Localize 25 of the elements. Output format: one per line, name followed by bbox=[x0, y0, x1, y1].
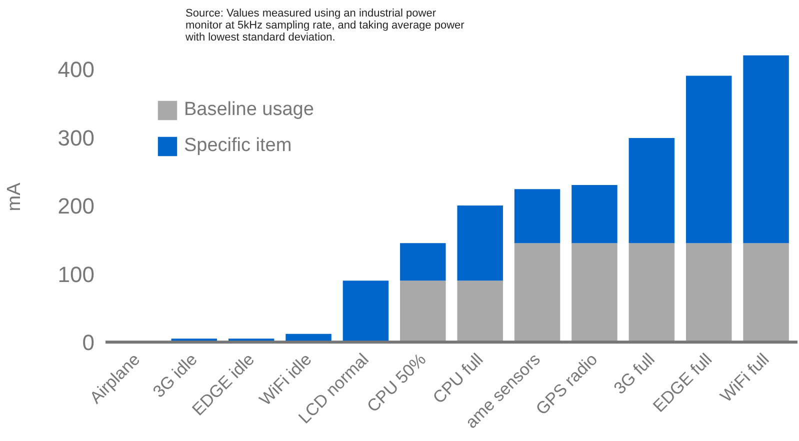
bar bbox=[686, 243, 732, 342]
bar bbox=[628, 138, 675, 244]
bar bbox=[514, 243, 560, 342]
bar bbox=[457, 280, 503, 342]
bar bbox=[400, 280, 446, 342]
bar bbox=[572, 185, 618, 244]
bar bbox=[743, 243, 789, 342]
legend-label: Specific item bbox=[184, 135, 292, 157]
y-tick-label: 300 bbox=[58, 125, 95, 150]
bar bbox=[514, 189, 560, 244]
y-tick-label: 100 bbox=[58, 262, 95, 287]
bar bbox=[572, 243, 618, 342]
y-axis-title: mA bbox=[4, 182, 25, 212]
bar bbox=[743, 55, 789, 244]
bar bbox=[342, 280, 389, 342]
y-tick-label: 400 bbox=[58, 56, 95, 82]
bar bbox=[457, 206, 503, 281]
bar bbox=[628, 243, 675, 342]
x-tick-label: 3G full bbox=[610, 350, 658, 398]
legend-label: Baseline usage bbox=[184, 99, 314, 121]
bar bbox=[400, 243, 446, 281]
y-tick-label: 0 bbox=[82, 330, 95, 356]
source-note: Source: Values measured using an industrial power monitor at 5kHz sampling rate, and taking average power with lowest standard deviation. bbox=[184, 8, 465, 44]
bar bbox=[686, 76, 732, 244]
y-tick-label: 200 bbox=[58, 194, 95, 219]
